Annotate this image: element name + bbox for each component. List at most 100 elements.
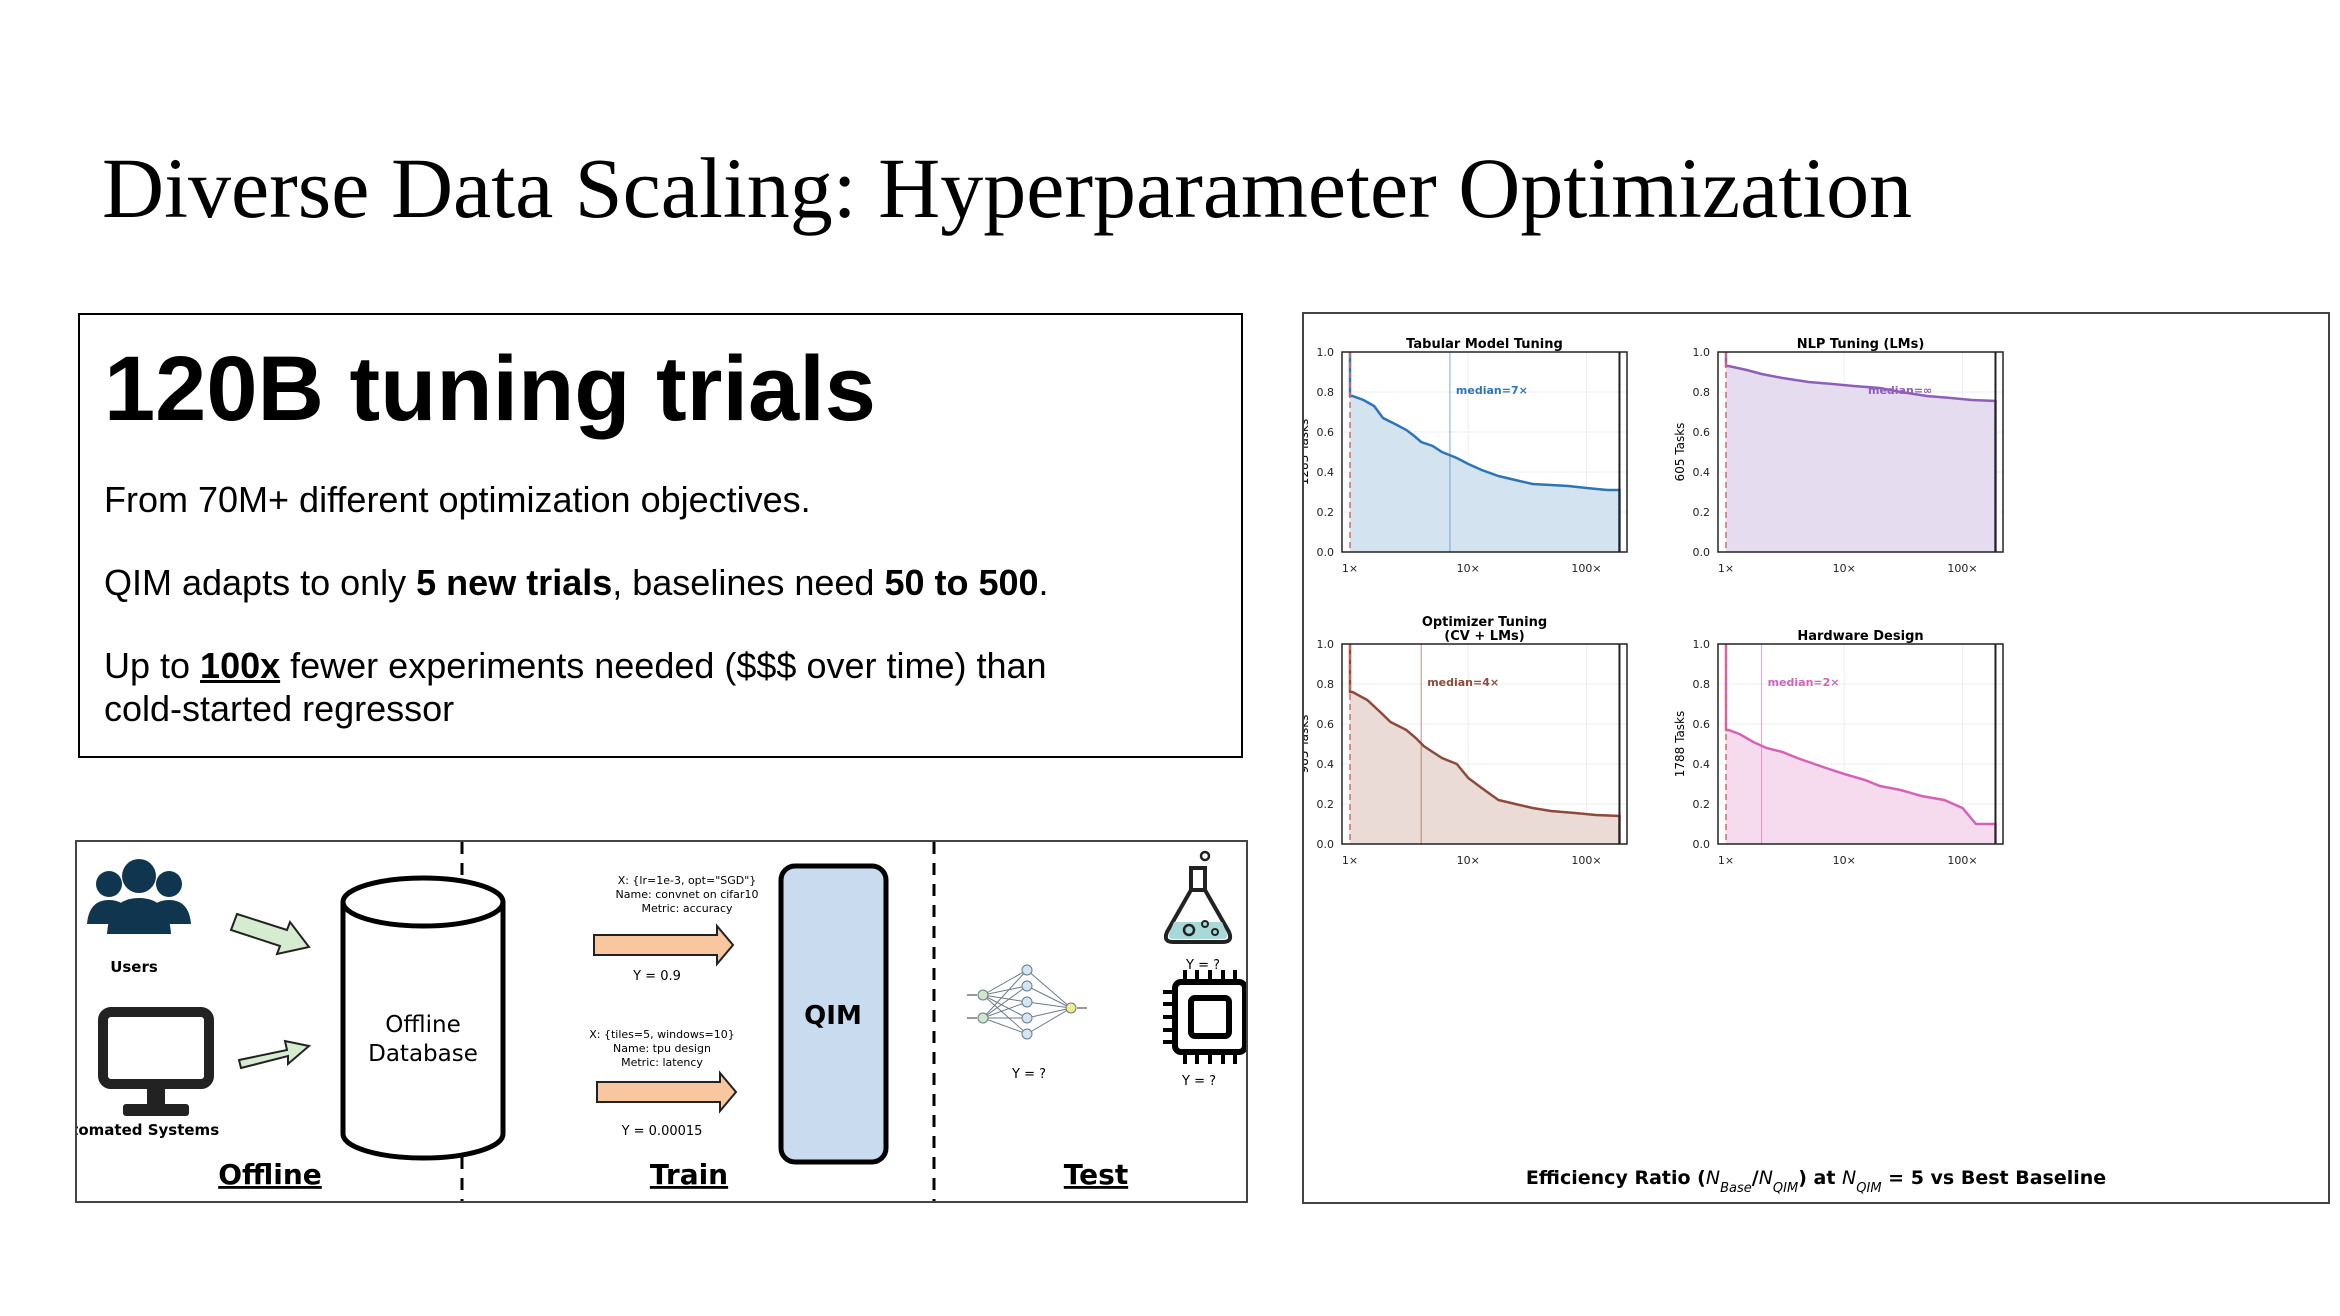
slide-title: Diverse Data Scaling: Hyperparameter Opt… [102, 140, 1913, 236]
y-tick-label: 0.0 [1693, 838, 1711, 851]
y-tick-label: 0.0 [1317, 546, 1335, 559]
headline: 120B tuning trials [104, 338, 876, 440]
area-fill [1726, 352, 1996, 552]
qim-model-label: QIM [804, 1001, 862, 1031]
chart-1: Tabular Model Tuning median=7× 0.0 0.2 0.4 0.… [1297, 337, 1628, 575]
users-icon [87, 859, 191, 934]
series-line [1724, 352, 1997, 553]
automated-systems-label: Automated Systems [77, 1121, 219, 1139]
plot-frame [1717, 643, 2004, 845]
y-tick-label: 0.0 [1317, 838, 1335, 851]
flask-icon [1163, 850, 1233, 944]
y-tick-label: 0.8 [1317, 386, 1335, 399]
chip-icon [1163, 970, 1257, 1064]
x-tick-label: 100× [1571, 854, 1601, 867]
monitor-icon [98, 1007, 214, 1116]
y-tick-label: 1.0 [1693, 346, 1711, 359]
plot-frame [1341, 643, 1628, 845]
chart-3: Optimizer Tuning(CV + LMs) median=4× 0.0 0.… [1297, 615, 1628, 867]
chart-title: Hardware Design [1797, 629, 1923, 644]
x-tick-label: 10× [1457, 562, 1480, 575]
y-tick-label: 0.2 [1317, 506, 1335, 519]
example2-arrow [596, 1070, 738, 1114]
y-tick-label: 0.4 [1693, 466, 1711, 479]
pipeline-svg: Users Automated Systems Offline Database… [49, 842, 1257, 1201]
x-tick-label: 10× [1833, 854, 1856, 867]
y-axis-label: 1788 Tasks [1673, 711, 1687, 778]
savings-line-cont: cold-started regressor [104, 688, 455, 729]
systems-arrow [237, 1039, 312, 1070]
y-tick-label: 0.8 [1693, 386, 1711, 399]
y-tick-label: 0.4 [1693, 758, 1711, 771]
example1-x: X: {lr=1e-3, opt="SGD"} [618, 874, 757, 887]
y-tick-label: 0.8 [1317, 678, 1335, 691]
x-tick-label: 100× [1947, 562, 1977, 575]
x-tick-label: 1× [1342, 562, 1358, 575]
users-arrow [229, 912, 311, 956]
qim-model-box [778, 863, 889, 1165]
y-tick-label: 1.0 [1317, 346, 1335, 359]
x-tick-label: 1× [1718, 562, 1734, 575]
x-tick-label: 1× [1342, 854, 1358, 867]
pipeline-diagram: Users Automated Systems Offline Database… [49, 840, 1257, 1203]
plot-frame [1717, 351, 2004, 553]
area-fill [1350, 644, 1620, 844]
chart-title: Tabular Model Tuning [1406, 337, 1563, 352]
database-icon [340, 875, 506, 1161]
nn-y: Y = ? [1011, 1067, 1046, 1082]
chart-2: NLP Tuning (LMs) median=∞ 0.0 0.2 0.4 0.6 0.8 1… [1673, 337, 2004, 575]
y-tick-label: 1.0 [1693, 638, 1711, 651]
y-axis-label: 985 Tasks [1304, 715, 1311, 774]
y-tick-label: 0.2 [1693, 506, 1711, 519]
example1-metric: Metric: accuracy [641, 902, 733, 915]
y-axis-label: 605 Tasks [1673, 423, 1687, 482]
savings-line: Up to 100x fewer experiments needed ($$$… [104, 645, 1047, 686]
x-tick-label: 100× [1947, 854, 1977, 867]
objectives-line: From 70M+ different optimization objecti… [104, 479, 811, 520]
flask-y: Y = ? [1185, 958, 1220, 973]
section-train: Train [650, 1158, 728, 1191]
y-tick-label: 0.8 [1693, 678, 1711, 691]
y-tick-label: 0.4 [1317, 758, 1335, 771]
y-tick-label: 0.4 [1317, 466, 1335, 479]
y-tick-label: 0.6 [1693, 426, 1711, 439]
database-label-2: Database [368, 1041, 478, 1067]
y-tick-label: 0.2 [1317, 798, 1335, 811]
x-tick-label: 10× [1457, 854, 1480, 867]
median-label: median=4× [1427, 676, 1499, 689]
chip-y: Y = ? [1181, 1074, 1216, 1089]
y-tick-label: 0.6 [1693, 718, 1711, 731]
chart-title: Optimizer Tuning [1422, 615, 1547, 630]
median-label: median=∞ [1868, 384, 1932, 397]
y-axis-label: 1283 Tasks [1304, 419, 1311, 486]
series-line [1724, 644, 1997, 845]
median-label: median=7× [1456, 384, 1528, 397]
neural-network-icon [967, 964, 1087, 1040]
example2-y: Y = 0.00015 [621, 1124, 703, 1139]
example2-metric: Metric: latency [621, 1056, 703, 1069]
y-tick-label: 0.0 [1693, 546, 1711, 559]
chart-title: (CV + LMs) [1444, 629, 1524, 644]
plot-frame [1341, 351, 1628, 553]
y-tick-label: 0.6 [1317, 426, 1335, 439]
area-fill [1726, 644, 1996, 844]
median-label: median=2× [1768, 676, 1840, 689]
example1-y: Y = 0.9 [632, 969, 681, 984]
series-line [1348, 352, 1621, 553]
y-tick-label: 0.6 [1317, 718, 1335, 731]
chart-4: Hardware Design median=2× 0.0 0.2 0.4 0.6 0.8 1… [1673, 629, 2004, 867]
y-tick-label: 0.2 [1693, 798, 1711, 811]
example2-x: X: {tiles=5, windows=10} [589, 1028, 735, 1041]
users-label: Users [110, 958, 158, 976]
adaptation-line: QIM adapts to only 5 new trials, baselin… [104, 562, 1049, 603]
example1-arrow [593, 923, 735, 967]
summary-box: 120B tuning trials From 70M+ different o… [78, 313, 1243, 758]
y-tick-label: 1.0 [1317, 638, 1335, 651]
database-label-1: Offline [385, 1012, 460, 1038]
x-tick-label: 1× [1718, 854, 1734, 867]
x-tick-label: 100× [1571, 562, 1601, 575]
section-offline: Offline [218, 1158, 322, 1191]
series-line [1348, 644, 1621, 845]
area-fill [1350, 352, 1620, 552]
efficiency-charts: Efficiency Ratio (NBase/NQIM) at NQIM = … [1297, 312, 2330, 1204]
